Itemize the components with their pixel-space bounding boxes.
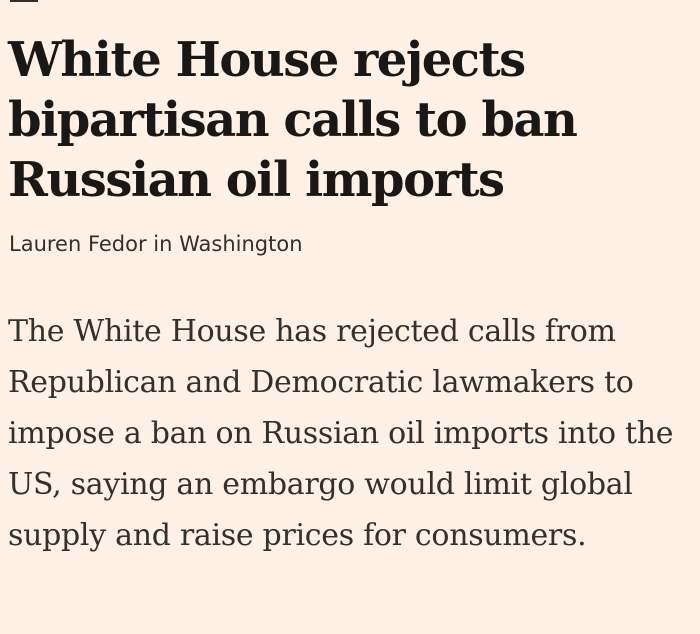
headline: White House rejects bipartisan calls to … xyxy=(8,32,578,208)
top-rule xyxy=(10,0,38,2)
standfirst: The White House has rejected calls from … xyxy=(8,314,674,553)
byline[interactable]: Lauren Fedor in Washington xyxy=(9,232,303,256)
